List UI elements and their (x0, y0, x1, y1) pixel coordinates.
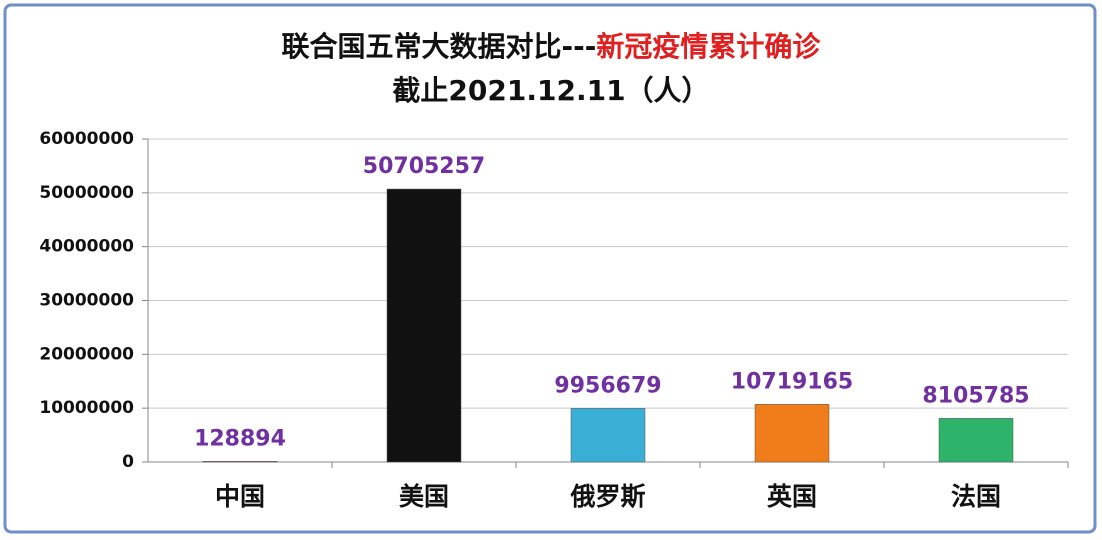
value-label: 10719165 (731, 369, 853, 394)
y-tick-label: 50000000 (39, 183, 134, 203)
value-label: 128894 (194, 426, 286, 451)
y-tick-label: 20000000 (39, 344, 134, 364)
bar (386, 188, 462, 463)
y-tick-label: 30000000 (39, 291, 134, 311)
y-tick-label: 0 (122, 452, 134, 472)
bar (754, 404, 830, 463)
chart-subtitle: 截止2021.12.11（人） (392, 74, 709, 107)
title-main: 联合国五常大数据对比--- (282, 30, 597, 63)
chart-title: 联合国五常大数据对比---新冠疫情累计确诊 (282, 30, 822, 63)
title-highlight: 新冠疫情累计确诊 (596, 30, 821, 63)
y-tick-label: 10000000 (39, 398, 134, 418)
value-label: 50705257 (363, 154, 485, 179)
x-tick-label: 美国 (399, 482, 449, 511)
x-tick-label: 法国 (951, 482, 1001, 511)
value-label: 9956679 (554, 373, 661, 398)
bar (202, 461, 278, 463)
value-label: 8105785 (922, 383, 1029, 408)
x-tick-label: 英国 (767, 482, 817, 511)
x-tick-label: 中国 (215, 482, 265, 511)
y-tick-label: 40000000 (39, 237, 134, 257)
frame (3, 3, 1097, 534)
bar (938, 418, 1014, 463)
bar (570, 408, 646, 463)
y-tick-label: 60000000 (39, 129, 134, 149)
x-tick-label: 俄罗斯 (569, 482, 645, 511)
